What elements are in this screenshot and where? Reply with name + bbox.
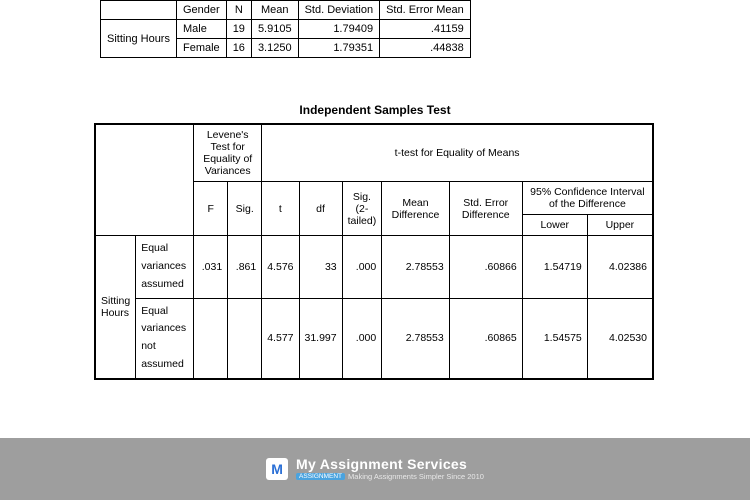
footer-bar: M My Assignment Services ASSIGNMENT Maki…: [0, 438, 750, 500]
cell-sediff: .60865: [449, 298, 522, 379]
cell-t: 4.576: [262, 236, 299, 299]
cell-t: 4.577: [262, 298, 299, 379]
col-meandiff: Mean Difference: [382, 182, 449, 236]
cell-df: 31.997: [299, 298, 342, 379]
cell-sd: 1.79409: [298, 20, 379, 39]
cell-f: .031: [194, 236, 228, 299]
col-n: N: [226, 1, 251, 20]
brand-name: My Assignment Services: [296, 457, 484, 472]
ttest-header: t-test for Equality of Means: [262, 124, 653, 182]
table-row: Sitting Hours Equal variances assumed .0…: [95, 236, 653, 299]
table-row: Equal variances not assumed 4.577 31.997…: [95, 298, 653, 379]
col-t: t: [262, 182, 299, 236]
logo-letter: M: [271, 461, 283, 477]
col-sig: Sig.: [228, 182, 262, 236]
cell-n: 19: [226, 20, 251, 39]
col-se: Std. Error Mean: [380, 1, 471, 20]
col-upper: Upper: [587, 215, 653, 236]
cell-sediff: .60866: [449, 236, 522, 299]
ist-row-label: Sitting Hours: [95, 236, 136, 379]
assume-label: Equal variances assumed: [136, 236, 194, 299]
cell-se: .44838: [380, 39, 471, 58]
brand-logo-icon: M: [266, 458, 288, 480]
cell-meandiff: 2.78553: [382, 236, 449, 299]
cell-mean: 3.1250: [251, 39, 298, 58]
col-sd: Std. Deviation: [298, 1, 379, 20]
col-sig2: Sig. (2-tailed): [342, 182, 382, 236]
cell-sig2: .000: [342, 298, 382, 379]
cell-upper: 4.02386: [587, 236, 653, 299]
col-f: F: [194, 182, 228, 236]
cell-gender: Female: [176, 39, 226, 58]
cell-sd: 1.79351: [298, 39, 379, 58]
col-gender: Gender: [176, 1, 226, 20]
cell-mean: 5.9105: [251, 20, 298, 39]
assume-label: Equal variances not assumed: [136, 298, 194, 379]
col-mean: Mean: [251, 1, 298, 20]
levene-header: Levene's Test for Equality of Variances: [194, 124, 262, 182]
cell-meandiff: 2.78553: [382, 298, 449, 379]
brand-pill: ASSIGNMENT: [296, 473, 345, 480]
cell-se: .41159: [380, 20, 471, 39]
ist-title: Independent Samples Test: [90, 103, 660, 117]
cell-df: 33: [299, 236, 342, 299]
independent-samples-test-table: Levene's Test for Equality of Variances …: [94, 123, 654, 380]
group-statistics-table: Gender N Mean Std. Deviation Std. Error …: [100, 0, 471, 58]
brand-tag-text: Making Assignments Simpler Since 2010: [348, 473, 484, 481]
cell-sig: .861: [228, 236, 262, 299]
col-sediff: Std. Error Difference: [449, 182, 522, 236]
table-row: Sitting Hours Male 19 5.9105 1.79409 .41…: [101, 20, 471, 39]
cell-lower: 1.54719: [522, 236, 587, 299]
col-df: df: [299, 182, 342, 236]
cell-n: 16: [226, 39, 251, 58]
brand-text: My Assignment Services ASSIGNMENT Making…: [296, 457, 484, 481]
row-label: Sitting Hours: [101, 20, 177, 58]
cell-gender: Male: [176, 20, 226, 39]
cell-sig2: .000: [342, 236, 382, 299]
cell-f: [194, 298, 228, 379]
cell-upper: 4.02530: [587, 298, 653, 379]
brand-tagline: ASSIGNMENT Making Assignments Simpler Si…: [296, 473, 484, 481]
cell-sig: [228, 298, 262, 379]
col-ci: 95% Confidence Interval of the Differenc…: [522, 182, 653, 215]
cell-lower: 1.54575: [522, 298, 587, 379]
col-lower: Lower: [522, 215, 587, 236]
